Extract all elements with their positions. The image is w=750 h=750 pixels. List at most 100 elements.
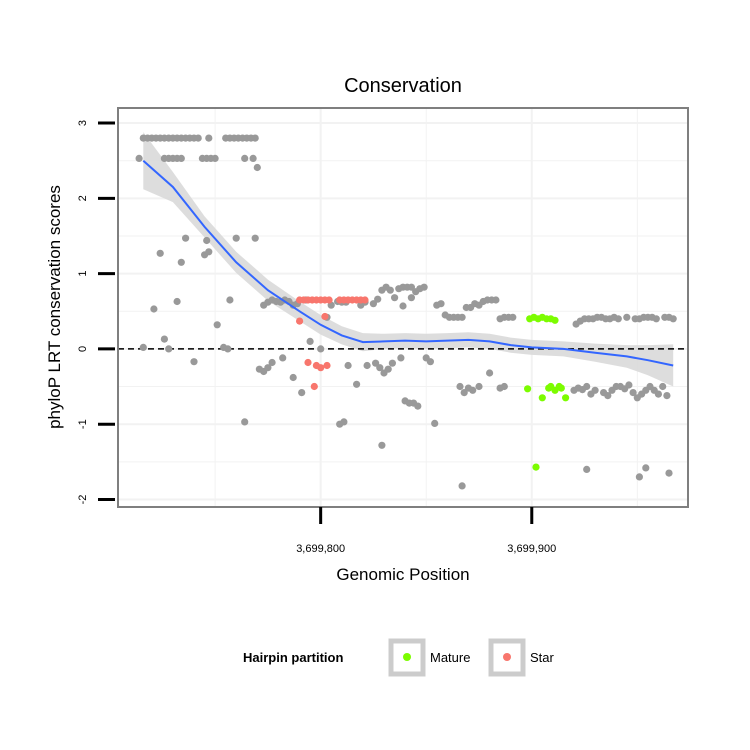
point-other bbox=[174, 298, 181, 305]
point-star bbox=[311, 383, 318, 390]
y-tick-label: -1 bbox=[77, 419, 89, 429]
point-other bbox=[486, 369, 493, 376]
point-other bbox=[140, 344, 147, 351]
point-other bbox=[427, 358, 434, 365]
point-other bbox=[653, 315, 660, 322]
point-other bbox=[269, 359, 276, 366]
point-other bbox=[136, 155, 143, 162]
point-other bbox=[290, 374, 297, 381]
point-other bbox=[459, 482, 466, 489]
x-axis-title: Genomic Position bbox=[336, 565, 469, 584]
point-mature bbox=[545, 385, 552, 392]
point-star bbox=[361, 296, 368, 303]
point-other bbox=[385, 366, 392, 373]
point-other bbox=[233, 235, 240, 242]
point-star bbox=[323, 362, 330, 369]
point-star bbox=[321, 313, 328, 320]
point-other bbox=[665, 470, 672, 477]
y-tick-label: -2 bbox=[77, 495, 89, 505]
point-other bbox=[178, 259, 185, 266]
point-star bbox=[326, 296, 333, 303]
point-other bbox=[623, 314, 630, 321]
point-other bbox=[212, 155, 219, 162]
point-other bbox=[182, 235, 189, 242]
point-other bbox=[431, 420, 438, 427]
point-mature bbox=[532, 464, 539, 471]
point-other bbox=[421, 284, 428, 291]
point-other bbox=[241, 155, 248, 162]
point-other bbox=[340, 418, 347, 425]
point-other bbox=[408, 294, 415, 301]
point-other bbox=[224, 345, 231, 352]
point-other bbox=[353, 381, 360, 388]
point-other bbox=[437, 300, 444, 307]
point-other bbox=[642, 464, 649, 471]
x-tick-label: 3,699,800 bbox=[296, 543, 345, 555]
y-tick-label: 3 bbox=[77, 120, 89, 126]
point-other bbox=[252, 135, 259, 142]
point-other bbox=[509, 314, 516, 321]
point-mature bbox=[562, 394, 569, 401]
point-other bbox=[345, 362, 352, 369]
point-other bbox=[670, 315, 677, 322]
point-other bbox=[203, 237, 210, 244]
point-other bbox=[655, 391, 662, 398]
point-other bbox=[583, 383, 590, 390]
point-other bbox=[157, 250, 164, 257]
point-other bbox=[241, 418, 248, 425]
chart-title: Conservation bbox=[344, 75, 462, 97]
point-other bbox=[399, 302, 406, 309]
point-other bbox=[364, 362, 371, 369]
point-other bbox=[178, 155, 185, 162]
point-other bbox=[387, 287, 394, 294]
point-other bbox=[165, 345, 172, 352]
point-other bbox=[663, 392, 670, 399]
point-other bbox=[456, 383, 463, 390]
point-mature bbox=[524, 385, 531, 392]
point-other bbox=[279, 354, 286, 361]
point-other bbox=[205, 135, 212, 142]
y-tick-label: 1 bbox=[77, 271, 89, 277]
point-other bbox=[492, 296, 499, 303]
point-mature bbox=[558, 385, 565, 392]
plot-panel bbox=[118, 108, 688, 507]
point-other bbox=[459, 314, 466, 321]
point-other bbox=[226, 296, 233, 303]
point-other bbox=[298, 389, 305, 396]
point-other bbox=[205, 248, 212, 255]
point-other bbox=[195, 135, 202, 142]
point-other bbox=[150, 305, 157, 312]
legend-label-mature: Mature bbox=[430, 650, 470, 665]
point-other bbox=[501, 383, 508, 390]
x-tick-label: 3,699,900 bbox=[507, 543, 556, 555]
legend-label-star: Star bbox=[530, 650, 555, 665]
point-other bbox=[252, 235, 259, 242]
point-other bbox=[475, 383, 482, 390]
y-tick-label: 0 bbox=[77, 346, 89, 352]
point-star bbox=[317, 364, 324, 371]
y-axis-title: phyloP LRT conservation scores bbox=[45, 185, 64, 429]
y-tick-label: 2 bbox=[77, 195, 89, 201]
point-other bbox=[307, 338, 314, 345]
legend-title: Hairpin partition bbox=[243, 650, 343, 665]
point-star bbox=[296, 318, 303, 325]
point-other bbox=[317, 345, 324, 352]
point-other bbox=[391, 294, 398, 301]
point-other bbox=[659, 383, 666, 390]
point-other bbox=[469, 387, 476, 394]
point-other bbox=[214, 321, 221, 328]
legend-dot-star bbox=[503, 653, 511, 661]
point-mature bbox=[539, 394, 546, 401]
point-other bbox=[625, 381, 632, 388]
point-mature bbox=[551, 317, 558, 324]
conservation-chart: Conservation 3,699,800 3,699,900 -2 -1 0 1 2 3… bbox=[0, 0, 750, 750]
point-other bbox=[414, 403, 421, 410]
point-other bbox=[592, 387, 599, 394]
point-other bbox=[378, 442, 385, 449]
legend-dot-mature bbox=[403, 653, 411, 661]
point-other bbox=[250, 155, 257, 162]
point-other bbox=[190, 358, 197, 365]
point-other bbox=[254, 164, 261, 171]
point-other bbox=[389, 360, 396, 367]
point-other bbox=[615, 315, 622, 322]
